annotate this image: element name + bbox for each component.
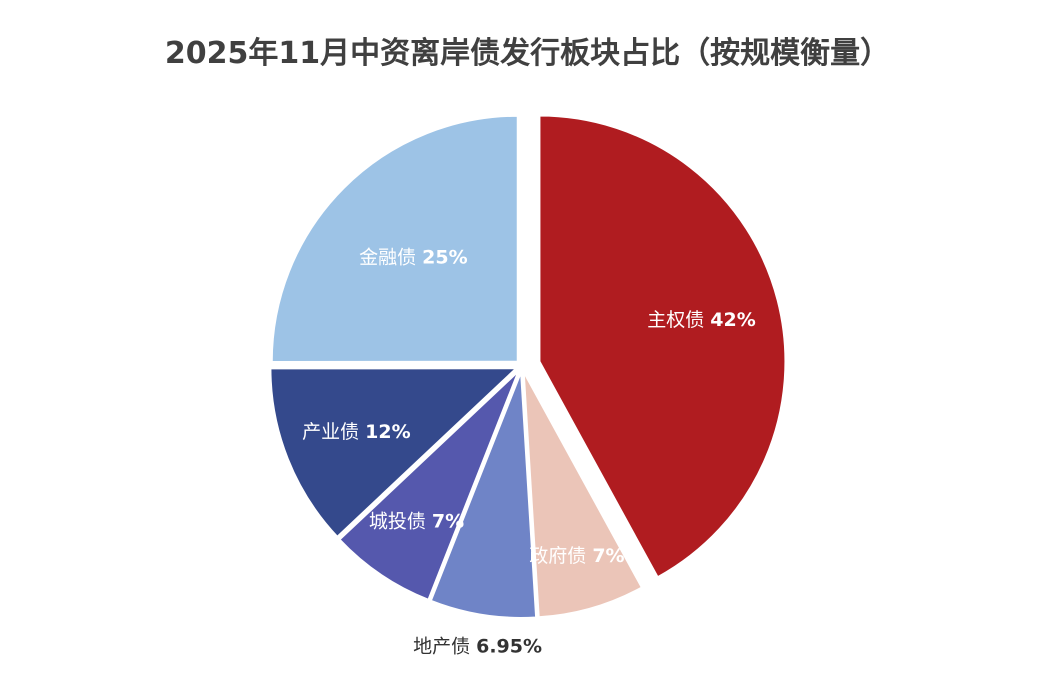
- pie-slice-4: [338, 370, 520, 602]
- pie-slice-6: [270, 114, 519, 363]
- pie-slices: [269, 114, 787, 619]
- pie-slice-1: [538, 114, 787, 579]
- slice-label-value: 42%: [710, 309, 755, 331]
- pie-slice-label-6: 金融债 25%: [359, 246, 468, 268]
- slice-label-name: 政府债: [529, 545, 592, 567]
- pie-slice-label-2: 政府债 7%: [529, 545, 624, 567]
- slice-label-value: 12%: [365, 420, 410, 442]
- slice-label-value: 7%: [432, 510, 464, 532]
- pie-slice-5: [269, 367, 519, 539]
- pie-slice-label-4: 城投债 7%: [369, 510, 464, 532]
- slice-label-name: 金融债: [359, 246, 422, 268]
- chart-title: 2025年11月中资离岸债发行板块占比（按规模衡量）: [164, 36, 891, 71]
- pie-slice-label-1: 主权债 42%: [647, 309, 756, 331]
- pie-slice-3: [429, 371, 538, 619]
- slice-label-value: 25%: [422, 246, 467, 268]
- pie-slice-2: [522, 371, 644, 619]
- slice-label-name: 地产债: [413, 635, 476, 657]
- slice-label-name: 产业债: [302, 420, 365, 442]
- pie-slice-label-3: 地产债 6.95%: [413, 635, 542, 657]
- pie-labels: 主权债 42% 政府债 7% 地产债 6.95% 城投债 7% 产业债 12% 金融债 2…: [302, 246, 756, 657]
- slice-label-name: 城投债: [369, 510, 432, 532]
- slice-label-name: 主权债: [647, 309, 710, 331]
- pie-slice-label-5: 产业债 12%: [302, 420, 411, 442]
- slice-label-value: 6.95%: [476, 635, 542, 657]
- slice-label-value: 7%: [592, 545, 624, 567]
